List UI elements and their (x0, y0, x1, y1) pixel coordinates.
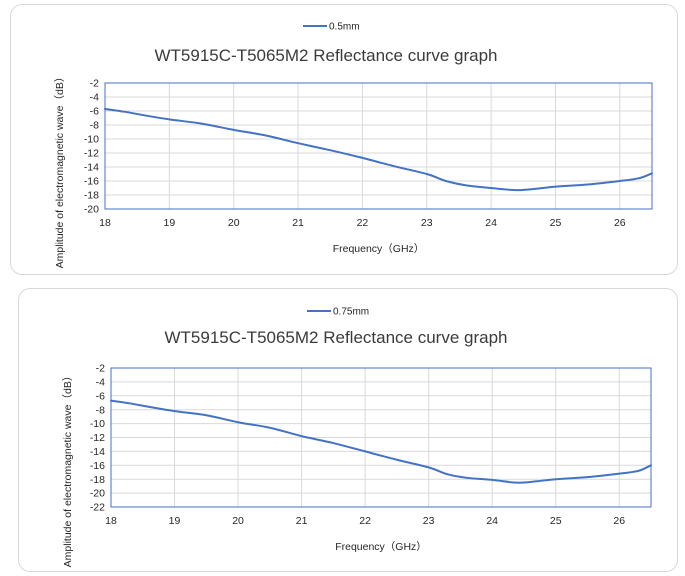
y-tick-label: -12 (90, 432, 105, 444)
y-tick-label: -8 (96, 404, 105, 416)
x-tick-label: 18 (105, 515, 117, 527)
plot-area (110, 367, 652, 508)
x-tick-label: 26 (614, 217, 626, 229)
y-tick-label: -12 (84, 148, 99, 160)
chart-title: WT5915C-T5065M2 Reflectance curve graph (165, 328, 508, 347)
y-axis-label: Amplitude of electromagnetic wave（dB） (54, 72, 66, 269)
x-axis-label: Frequency（GHz） (335, 541, 427, 553)
y-tick-label: -10 (90, 418, 105, 430)
y-tick-label: -16 (84, 176, 99, 188)
y-tick-label: -8 (90, 120, 99, 132)
x-tick-label: 22 (357, 217, 369, 229)
legend-label: 0.5mm (329, 22, 360, 33)
x-tick-label: 21 (296, 515, 308, 527)
y-axis-label: Amplitude of electromagnetic wave（dB） (62, 371, 74, 568)
x-tick-label: 25 (550, 217, 562, 229)
legend-label: 0.75mm (333, 307, 369, 318)
x-tick-label: 20 (228, 217, 240, 229)
y-tick-label: -6 (96, 390, 105, 402)
y-tick-label: -18 (84, 190, 99, 202)
x-tick-label: 24 (486, 515, 498, 527)
y-tick-label: -16 (90, 460, 105, 472)
y-tick-label: -14 (90, 446, 105, 458)
chart-card-0.75mm: 0.75mm WT5915C-T5065M2 Reflectance curve … (18, 288, 678, 572)
y-tick-label: -14 (84, 162, 99, 174)
y-tick-label: -10 (84, 134, 99, 146)
reflectance-chart-0.75mm: 0.75mm WT5915C-T5065M2 Reflectance curve … (62, 307, 652, 568)
x-tick-label: 21 (292, 217, 304, 229)
reflectance-chart-0.5mm: 0.5mm WT5915C-T5065M2 Reflectance curve g… (54, 22, 653, 269)
x-tick-label: 20 (232, 515, 244, 527)
x-tick-label: 23 (421, 217, 433, 229)
y-tick-label: -2 (96, 363, 105, 375)
x-tick-label: 23 (423, 515, 435, 527)
x-tick-label: 19 (164, 217, 176, 229)
y-tick-label: -22 (90, 502, 105, 514)
y-axis-label-group: Amplitude of electromagnetic wave（dB） (62, 371, 74, 568)
y-tick-label: -20 (90, 488, 105, 500)
y-tick-label: -6 (90, 106, 99, 118)
series-line-0 (104, 107, 653, 192)
chart-title: WT5915C-T5065M2 Reflectance curve graph (155, 46, 498, 65)
x-axis-label: Frequency（GHz） (333, 243, 425, 255)
y-tick-label: -4 (96, 377, 105, 389)
y-tick-label: -4 (90, 92, 99, 104)
y-tick-label: -2 (90, 78, 99, 90)
plot-area (104, 82, 653, 210)
x-tick-label: 18 (99, 217, 111, 229)
x-tick-label: 22 (359, 515, 371, 527)
x-tick-label: 24 (485, 217, 497, 229)
series-line-0 (110, 399, 652, 484)
y-axis-label-group: Amplitude of electromagnetic wave（dB） (54, 72, 66, 269)
x-tick-label: 19 (169, 515, 181, 527)
y-tick-label: -20 (84, 204, 99, 216)
x-tick-label: 26 (613, 515, 625, 527)
chart-card-0.5mm: 0.5mm WT5915C-T5065M2 Reflectance curve g… (10, 4, 678, 275)
y-tick-label: -18 (90, 474, 105, 486)
x-tick-label: 25 (550, 515, 562, 527)
